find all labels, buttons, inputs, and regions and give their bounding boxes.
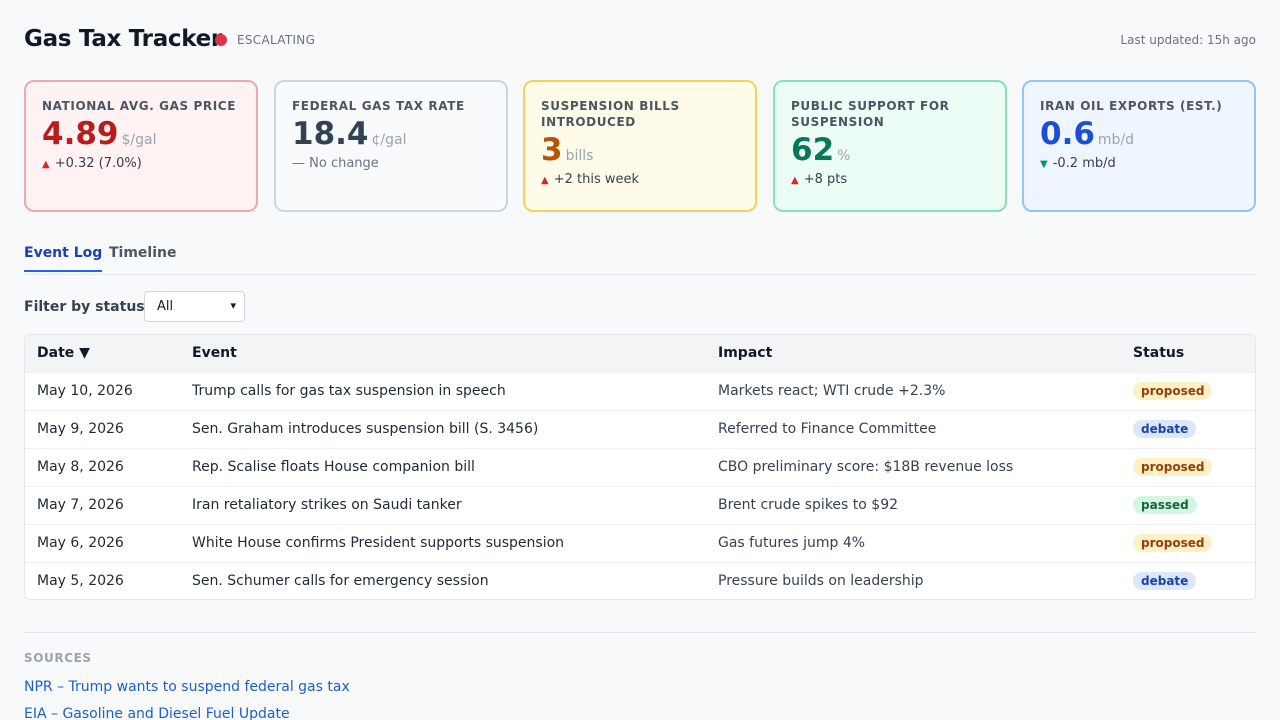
cell-event: Sen. Graham introduces suspension bill (…: [192, 421, 539, 437]
filter-label: Filter by status:: [24, 299, 151, 315]
status-filter-select[interactable]: All ▾: [144, 291, 245, 322]
event-table: Date ▼ Event Impact Status May 10, 2026 …: [24, 334, 1256, 600]
cell-impact: Gas futures jump 4%: [718, 535, 866, 551]
card-suspension-bills: SUSPENSION BILLS INTRODUCED 3 bills ▲ +2 t…: [523, 80, 757, 212]
tab-timeline[interactable]: Timeline: [109, 245, 177, 261]
card-delta-text: -0.2 mb/d: [1052, 156, 1116, 171]
card-unit: mb/d: [1097, 132, 1135, 148]
source-link-eia[interactable]: EIA – Gasoline and Diesel Fuel Update: [24, 706, 290, 720]
card-public-support: PUBLIC SUPPORT FOR SUSPENSION 62% ▲ +8 pt…: [773, 80, 1007, 212]
status-badge: proposed: [1133, 458, 1213, 476]
triangle-up-icon: ▲: [791, 175, 799, 186]
card-value: 62: [791, 132, 835, 168]
card-unit: bills: [565, 148, 594, 164]
status-dot-icon: [215, 34, 227, 46]
table-row: May 8, 2026 Rep. Scalise floats House co…: [25, 448, 1255, 486]
column-header-status: Status: [1133, 345, 1185, 362]
cell-date: May 10, 2026: [37, 383, 133, 399]
card-label: FEDERAL GAS TAX RATE: [292, 99, 465, 113]
cell-date: May 5, 2026: [37, 573, 124, 590]
card-delta-text: +0.32 (7.0%): [54, 156, 142, 171]
table-row: May 7, 2026 Iran retaliatory strikes on …: [25, 486, 1255, 524]
filter-selected-value: All: [157, 299, 174, 314]
table-row: May 10, 2026 Trump calls for gas tax sus…: [25, 372, 1255, 410]
status-badge: debate: [1133, 420, 1197, 438]
cell-date: May 9, 2026: [37, 421, 124, 437]
card-delta-text: +8 pts: [803, 172, 848, 187]
cell-impact: Markets react; WTI crude +2.3%: [718, 383, 946, 399]
cell-date: May 6, 2026: [37, 535, 124, 551]
status-badge: proposed: [1133, 534, 1213, 552]
triangle-up-icon: ▲: [42, 159, 50, 170]
card-gas-price: NATIONAL AVG. GAS PRICE 4.89 $/gal ▲ +0.32…: [24, 80, 258, 212]
card-unit: %: [837, 148, 851, 164]
sources-heading: SOURCES: [24, 651, 92, 665]
card-delta: ▲ +2 this week: [541, 172, 739, 187]
table-row: May 9, 2026 Sen. Graham introduces suspe…: [25, 410, 1255, 448]
card-unit: ¢/gal: [371, 132, 407, 148]
card-label: PUBLIC SUPPORT FOR SUSPENSION: [791, 99, 950, 129]
last-updated: Last updated: 15h ago: [1120, 33, 1256, 47]
triangle-up-icon: ▲: [541, 175, 549, 186]
cell-event: Sen. Schumer calls for emergency session: [192, 573, 489, 590]
card-value: 4.89: [42, 116, 119, 152]
cell-date: May 8, 2026: [37, 459, 124, 475]
cell-status: proposed: [1121, 448, 1255, 486]
chevron-down-icon: ▾: [230, 299, 236, 312]
sources-section: SOURCES NPR – Trump wants to suspend fed…: [24, 632, 1256, 720]
card-gas-tax-rate: FEDERAL GAS TAX RATE 18.4 ¢/gal — No chan…: [274, 80, 508, 212]
card-delta-text: +2 this week: [553, 172, 640, 187]
card-delta: ▼ -0.2 mb/d: [1040, 156, 1238, 171]
column-header-event: Event: [192, 345, 237, 362]
cell-impact: Brent crude spikes to $92: [718, 497, 899, 513]
tab-bar: Event Log Timeline: [24, 240, 1256, 275]
cell-event: Iran retaliatory strikes on Saudi tanker: [192, 497, 462, 513]
cell-status: passed: [1121, 486, 1255, 524]
status-badge: debate: [1133, 572, 1197, 591]
cell-event: Rep. Scalise floats House companion bill: [192, 459, 475, 475]
tab-event-log[interactable]: Event Log: [24, 245, 103, 272]
card-label: NATIONAL AVG. GAS PRICE: [42, 99, 237, 113]
table-row: May 6, 2026 White House confirms Preside…: [25, 524, 1255, 562]
column-header-date[interactable]: Date ▼: [37, 345, 90, 362]
status-badge: proposed: [1133, 382, 1213, 400]
cell-date: May 7, 2026: [37, 497, 124, 513]
cell-status: debate: [1121, 562, 1255, 599]
card-delta: — No change: [292, 156, 490, 171]
page-title: Gas Tax Tracker: [24, 26, 222, 52]
card-delta-text: — No change: [292, 156, 379, 171]
card-delta: ▲ +8 pts: [791, 172, 989, 187]
card-value: 18.4: [292, 116, 369, 152]
cell-event: Trump calls for gas tax suspension in sp…: [192, 383, 506, 399]
triangle-down-icon: ▼: [1040, 159, 1048, 170]
source-link-npr[interactable]: NPR – Trump wants to suspend federal gas…: [24, 679, 350, 695]
metric-cards: NATIONAL AVG. GAS PRICE 4.89 $/gal ▲ +0.32…: [24, 80, 1256, 212]
table-header-row: Date ▼ Event Impact Status: [25, 335, 1255, 372]
cell-event: White House confirms President supports …: [192, 535, 565, 551]
column-header-impact: Impact: [718, 345, 773, 362]
cell-impact: CBO preliminary score: $18B revenue loss: [718, 459, 1014, 475]
cell-impact: Referred to Finance Committee: [718, 421, 937, 437]
status-label: ESCALATING: [237, 33, 316, 47]
card-value: 0.6: [1040, 116, 1095, 152]
table-row: May 5, 2026 Sen. Schumer calls for emerg…: [25, 562, 1255, 599]
cell-status: proposed: [1121, 524, 1255, 562]
card-label: IRAN OIL EXPORTS (EST.): [1040, 99, 1223, 113]
header: Gas Tax Tracker ESCALATING Last updated:…: [24, 24, 1256, 56]
status-badge: passed: [1133, 496, 1197, 514]
card-iran-oil-exports: IRAN OIL EXPORTS (EST.) 0.6 mb/d ▼ -0.2 mb…: [1022, 80, 1256, 212]
card-label: SUSPENSION BILLS INTRODUCED: [541, 99, 680, 129]
card-delta: ▲ +0.32 (7.0%): [42, 156, 240, 171]
card-value: 3: [541, 132, 563, 168]
card-unit: $/gal: [121, 132, 157, 148]
cell-status: debate: [1121, 410, 1255, 448]
cell-status: proposed: [1121, 372, 1255, 410]
cell-impact: Pressure builds on leadership: [718, 573, 924, 590]
